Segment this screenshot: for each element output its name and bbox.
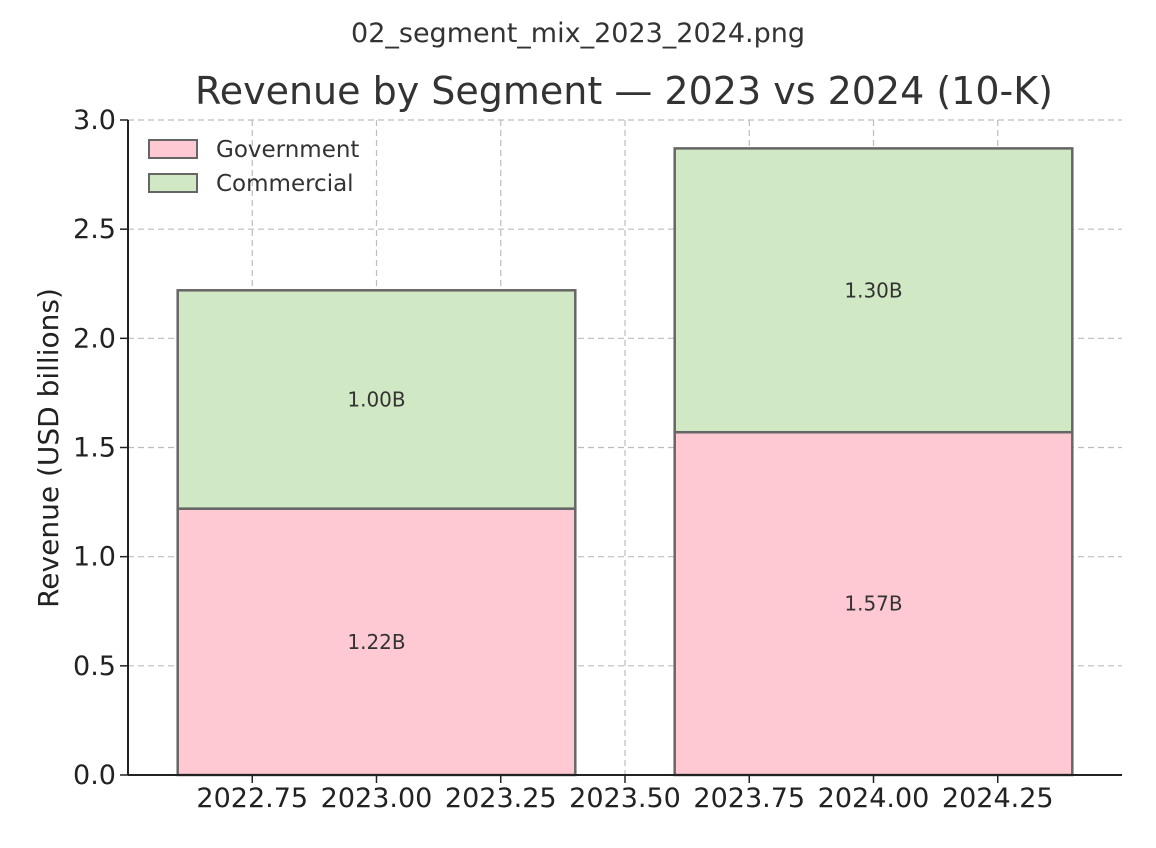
x-tick-label: 2024.25 [942,783,1054,814]
axes-layer [120,119,1122,783]
data-label-commercial-2024: 1.30B [844,278,902,302]
y-tick-label: 1.5 [73,433,116,464]
data-label-government-2023: 1.22B [347,630,405,654]
bars-layer [176,147,1074,777]
x-tick-label: 2023.75 [693,783,805,814]
bar-government-2023[interactable] [176,507,577,777]
data-label-commercial-2023: 1.00B [347,387,405,411]
y-tick-label: 2.0 [73,323,116,354]
y-tick-label: 0.0 [73,760,116,791]
bar-commercial-2024[interactable] [673,147,1074,434]
tick-label-layer: 0.0 0.5 1.0 1.5 2.0 2.5 3.0 2022.75 2023.00 2023.… [73,105,1054,814]
legend-label-commercial: Commercial [216,171,354,197]
y-tick-label: 3.0 [73,105,116,136]
file-title: 02_segment_mix_2023_2024.png [351,18,805,49]
legend-label-government: Government [216,137,359,163]
chart-title: Revenue by Segment — 2023 vs 2024 (10-K) [195,69,1053,113]
x-tick-label: 2022.75 [196,783,308,814]
x-tick-label: 2023.00 [321,783,433,814]
x-tick-label: 2023.50 [569,783,681,814]
y-tick-label: 0.5 [73,651,116,682]
legend-swatch-commercial [148,173,198,193]
y-axis-label: Revenue (USD billions) [32,288,65,608]
y-tick-label: 2.5 [73,214,116,245]
legend-swatch-government [148,139,198,159]
data-label-layer: 1.22B 1.00B 1.57B 1.30B [347,278,902,654]
y-tick-label: 1.0 [73,542,116,573]
data-label-government-2024: 1.57B [844,592,902,616]
x-tick-label: 2024.00 [818,783,930,814]
bar-commercial-2023[interactable] [176,289,577,510]
legend[interactable]: Government Commercial [148,137,359,197]
x-tick-label: 2023.25 [445,783,557,814]
